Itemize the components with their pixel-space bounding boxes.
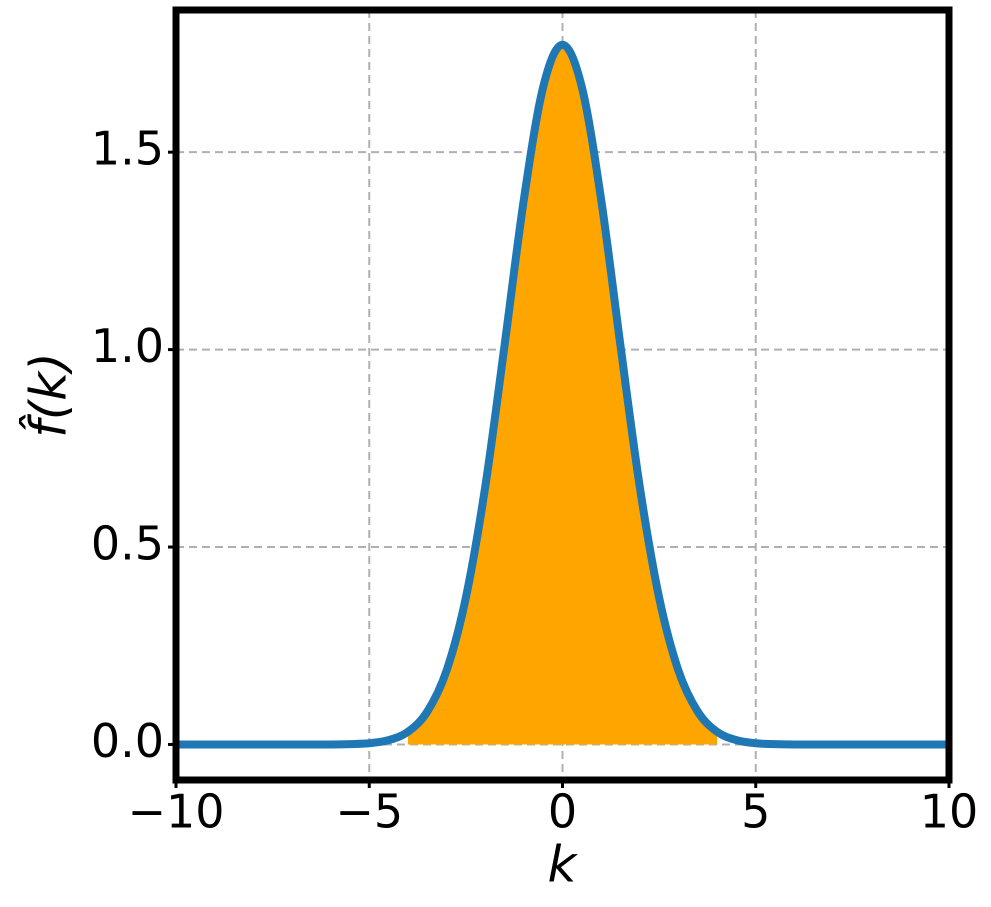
plot-frame bbox=[172, 6, 953, 784]
curve bbox=[175, 40, 949, 749]
y-tick-label: 1.5 bbox=[91, 122, 164, 176]
x-tick-label: 0 bbox=[548, 785, 577, 839]
x-tick-label: −5 bbox=[335, 785, 403, 839]
y-tick-label: 0.0 bbox=[91, 714, 164, 768]
x-tick-label: 10 bbox=[920, 785, 979, 839]
x-axis-label: k bbox=[548, 836, 579, 894]
y-tick-label: 1.0 bbox=[91, 319, 164, 373]
y-axis-label: f̂(k) bbox=[18, 352, 77, 438]
x-tick-label: −10 bbox=[127, 785, 224, 839]
y-tick-label: 0.5 bbox=[91, 517, 164, 571]
x-tick-label: 5 bbox=[741, 785, 770, 839]
filled-area bbox=[407, 44, 718, 745]
